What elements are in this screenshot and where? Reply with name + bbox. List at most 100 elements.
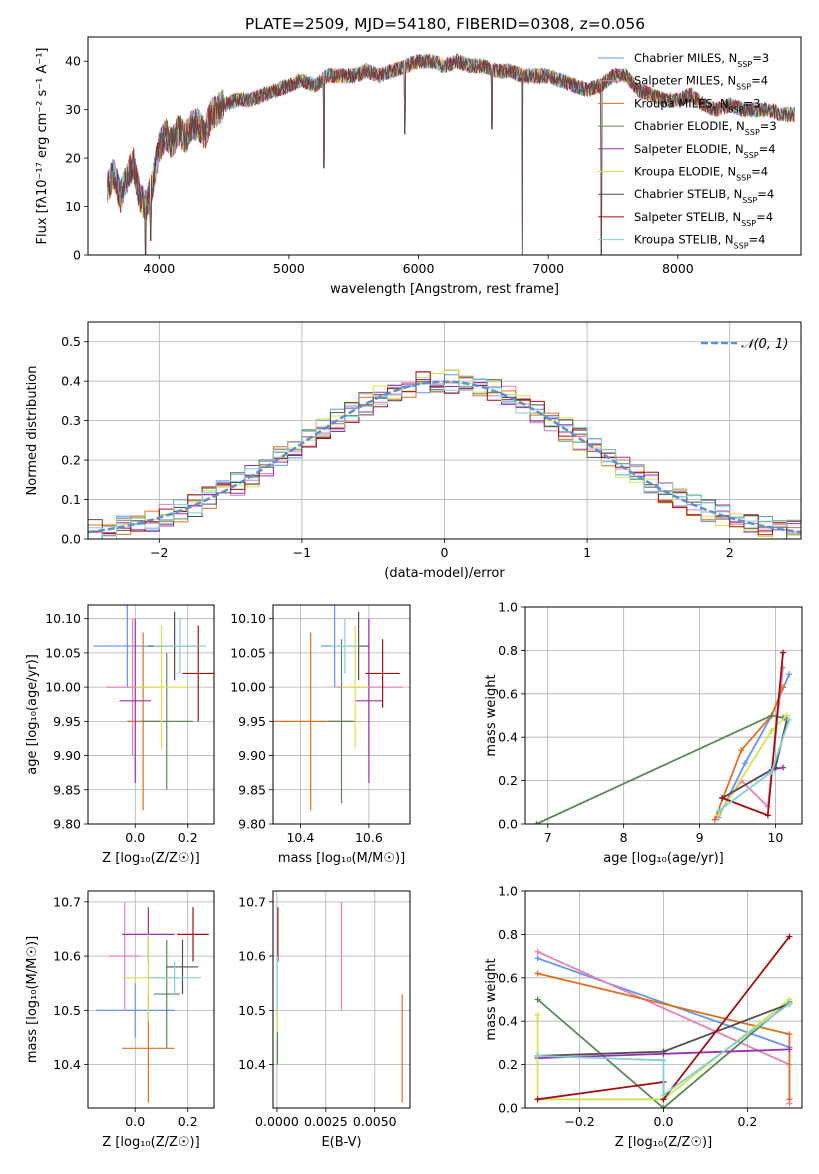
legend-entry: Kroupa MILES, NSSP=3 bbox=[634, 96, 760, 114]
weight-marker bbox=[786, 1000, 793, 1007]
legend-entry: Chabrier MILES, NSSP=3 bbox=[634, 51, 769, 69]
y-tick-label: 10.10 bbox=[230, 611, 266, 626]
y-tick-label: 10 bbox=[65, 199, 81, 214]
legend-entry: Kroupa ELODIE, NSSP=4 bbox=[634, 165, 768, 183]
axes-frame bbox=[524, 890, 803, 1109]
legend-entry: Chabrier STELIB, NSSP=4 bbox=[634, 187, 774, 205]
y-tick-label: 10.4 bbox=[53, 1057, 81, 1072]
x-tick-label: −0.2 bbox=[564, 1114, 594, 1129]
panel-mass-vs-Z: 0.0 0.2 10.4 10.5 10.6 10.7 Z [log₁₀(Z/Z☉)] mas… bbox=[25, 890, 215, 1150]
panel-mass-vs-ebv: 0.0000 0.0025 0.0050 10.4 10.5 10.6 10.7 E(B-V) bbox=[238, 890, 411, 1150]
weight-marker bbox=[786, 933, 793, 940]
y-tick-label: 9.95 bbox=[53, 714, 81, 729]
axes-frame bbox=[87, 36, 802, 256]
weight-line-3 bbox=[537, 998, 790, 1108]
weight-marker bbox=[780, 649, 787, 656]
x-tick-label: 4000 bbox=[143, 261, 175, 276]
panel-mass-weight-vs-Z: −0.2 0.0 0.2 0.0 0.2 0.4 0.6 0.8 1.0 Z [log₁₀(Z/Z… bbox=[484, 884, 803, 1150]
x-tick-label: 0.0000 bbox=[255, 1114, 299, 1129]
x-tick-label: 9 bbox=[696, 830, 704, 845]
x-tick-label: 0.2 bbox=[178, 830, 198, 845]
x-tick-label: 0.0 bbox=[125, 1114, 145, 1129]
y-tick-label: 40 bbox=[65, 54, 81, 69]
y-tick-label: 9.90 bbox=[53, 748, 81, 763]
x-tick-label: 7 bbox=[544, 830, 552, 845]
x-tick-label: 0.0 bbox=[125, 830, 145, 845]
legend-entry: Kroupa STELIB, NSSP=4 bbox=[634, 233, 765, 251]
figure-title: PLATE=2509, MJD=54180, FIBERID=0308, z=0… bbox=[245, 15, 645, 33]
x-axis-label: age [log₁₀(age/yr)] bbox=[603, 851, 724, 866]
weight-marker bbox=[660, 1091, 667, 1098]
panel-spectrum: 4000 5000 6000 7000 8000 0 10 20 30 40 wavelength … bbox=[35, 36, 802, 297]
weight-marker bbox=[534, 955, 541, 962]
weight-marker bbox=[715, 807, 722, 814]
plot-area bbox=[107, 52, 795, 255]
weight-marker bbox=[786, 1031, 793, 1038]
plot-area bbox=[276, 901, 403, 1103]
y-tick-label: 30 bbox=[65, 102, 81, 117]
y-axis-label: mass weight bbox=[484, 674, 499, 756]
x-axis-label: E(B-V) bbox=[321, 1135, 361, 1150]
x-tick-label: 5000 bbox=[273, 261, 305, 276]
weight-line-8 bbox=[537, 1003, 790, 1097]
y-tick-label: 9.90 bbox=[238, 748, 266, 763]
x-axis-label: Z [log₁₀(Z/Z☉)] bbox=[102, 851, 199, 866]
x-axis-label: Z [log₁₀(Z/Z☉)] bbox=[615, 1135, 712, 1150]
axes-frame bbox=[524, 606, 803, 825]
y-tick-label: 1.0 bbox=[498, 884, 518, 899]
weight-marker bbox=[660, 1057, 667, 1064]
weight-marker bbox=[534, 996, 541, 1003]
x-tick-label: 7000 bbox=[532, 261, 564, 276]
weight-marker bbox=[786, 1046, 793, 1053]
plot-area bbox=[273, 605, 404, 811]
y-tick-label: 10.00 bbox=[230, 680, 266, 695]
axes-frame bbox=[87, 321, 802, 540]
x-tick-label: 10 bbox=[767, 830, 783, 845]
y-tick-label: 9.85 bbox=[53, 782, 81, 797]
weight-marker bbox=[768, 712, 775, 719]
weight-marker bbox=[780, 684, 787, 691]
weight-marker bbox=[738, 747, 745, 754]
x-tick-label: 0 bbox=[441, 545, 449, 560]
weight-marker bbox=[780, 764, 787, 771]
normal-reference-curve bbox=[88, 380, 801, 534]
x-tick-label: −1 bbox=[293, 545, 311, 560]
y-tick-label: 0.2 bbox=[498, 1057, 518, 1072]
y-tick-label: 10.6 bbox=[53, 949, 81, 964]
y-tick-label: 10.5 bbox=[53, 1003, 81, 1018]
plot-area bbox=[95, 901, 209, 1103]
x-axis-label: mass [log₁₀(M/M☉)] bbox=[278, 851, 405, 866]
weight-marker bbox=[711, 816, 718, 823]
weight-marker bbox=[768, 768, 775, 775]
y-tick-label: 10.4 bbox=[238, 1057, 266, 1072]
weight-marker bbox=[660, 1048, 667, 1055]
panel-age-vs-mass: 10.4 10.6 9.80 9.85 9.90 9.95 10.00 10.05 10.10 m… bbox=[230, 604, 411, 866]
y-tick-label: 0.4 bbox=[498, 730, 518, 745]
y-tick-label: 9.80 bbox=[53, 817, 81, 832]
x-tick-label: 0.2 bbox=[178, 1114, 198, 1129]
weight-marker bbox=[719, 794, 726, 801]
y-tick-label: 0.0 bbox=[498, 1101, 518, 1116]
plot-area bbox=[533, 649, 793, 824]
weight-marker bbox=[533, 821, 540, 824]
x-tick-label: 0.0050 bbox=[353, 1114, 397, 1129]
histogram-7 bbox=[88, 371, 801, 536]
y-tick-label: 0.3 bbox=[61, 413, 81, 428]
y-tick-label: 9.95 bbox=[238, 714, 266, 729]
y-tick-label: 10.00 bbox=[45, 680, 81, 695]
panel-residuals: −2 −1 0 1 2 0.0 0.1 0.2 0.3 0.4 0.5 (data-model)/er… bbox=[25, 321, 802, 581]
plot-area bbox=[93, 605, 214, 811]
x-tick-label: 8 bbox=[620, 830, 628, 845]
spectrum-line-6 bbox=[107, 53, 795, 255]
axes-frame bbox=[87, 890, 215, 1109]
legend-entry: Salpeter ELODIE, NSSP=4 bbox=[634, 142, 776, 160]
y-axis-label: mass weight bbox=[484, 958, 499, 1040]
y-tick-label: 10.7 bbox=[238, 894, 266, 909]
y-tick-label: 10.5 bbox=[238, 1003, 266, 1018]
y-tick-label: 9.85 bbox=[238, 782, 266, 797]
plot-area bbox=[88, 369, 801, 539]
plot-area bbox=[534, 933, 793, 1108]
y-axis-label: age [log₁₀(age/yr)] bbox=[25, 654, 40, 775]
y-tick-label: 0.1 bbox=[61, 492, 81, 507]
